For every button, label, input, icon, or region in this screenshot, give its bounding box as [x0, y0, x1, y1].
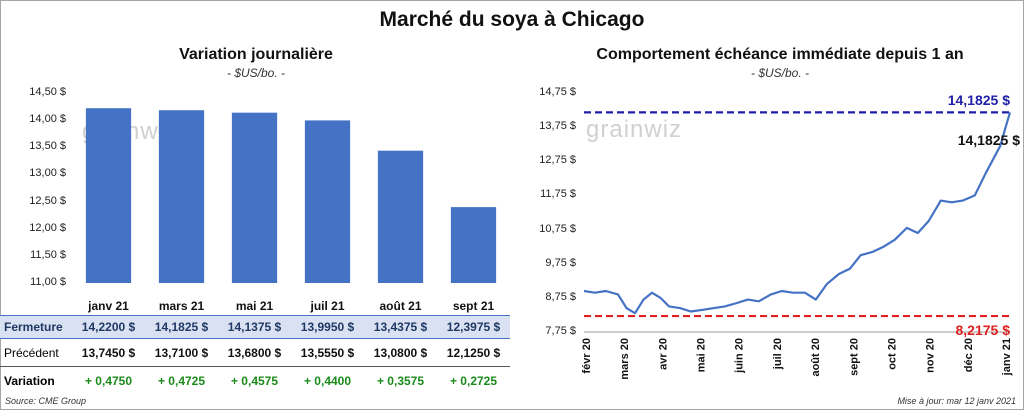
bar-janv-21	[85, 108, 132, 283]
y-tick-label: 8,75 $	[545, 290, 576, 303]
table-cell-close: 13,4375 $	[373, 320, 428, 334]
left-chart-subtitle: - $US/bo. -	[226, 66, 286, 80]
bar-mai-21	[231, 112, 278, 283]
y-tick-label: 13,75 $	[539, 120, 576, 133]
x-tick-label: oct 20	[886, 338, 898, 370]
table-cell-var: + 0,4575	[230, 374, 279, 388]
right-watermark: grainwiz	[586, 116, 683, 143]
table-cell-close: 14,2200 $	[81, 320, 136, 334]
x-category-label: sept 21	[453, 299, 495, 313]
y-tick-label: 14,75 $	[539, 86, 576, 98]
row-label-variation: Variation	[4, 374, 55, 388]
x-tick-label: juin 20	[734, 338, 746, 374]
left-chart-title: Variation journalière	[179, 46, 333, 63]
y-tick-label: 13,50 $	[29, 140, 66, 153]
right-chart-title: Comportement échéance immédiate depuis 1…	[596, 46, 964, 63]
bar-sept-21	[450, 207, 497, 283]
low-price-label: 8,2175 $	[955, 322, 1011, 338]
x-category-label: juil 21	[309, 299, 344, 313]
source-note: Source: CME Group	[5, 396, 87, 406]
x-category-label: mai 21	[236, 299, 274, 313]
update-note: Mise à jour: mar 12 janv 2021	[897, 396, 1016, 406]
x-category-label: août 21	[379, 299, 421, 313]
bar-mars-21	[158, 110, 205, 283]
table-cell-var: + 0,4750	[84, 374, 133, 388]
table-cell-close: 12,3975 $	[446, 320, 501, 334]
bar-juil-21	[304, 120, 351, 284]
y-tick-label: 11,50 $	[30, 248, 66, 261]
x-tick-label: déc 20	[963, 338, 975, 372]
table-cell-prev: 13,7450 $	[81, 346, 136, 360]
y-tick-label: 9,75 $	[545, 256, 576, 269]
y-tick-label: 11,75 $	[540, 188, 576, 201]
x-tick-label: mai 20	[696, 338, 708, 372]
y-tick-label: 12,00 $	[29, 221, 66, 234]
row-label-fermeture: Fermeture	[4, 320, 63, 334]
page-title: Marché du soya à Chicago	[379, 8, 645, 31]
table-cell-prev: 13,5550 $	[300, 346, 355, 360]
x-category-label: janv 21	[87, 299, 129, 313]
x-tick-label: sept 20	[848, 338, 860, 376]
table-cell-close: 13,9950 $	[300, 320, 355, 334]
table-cell-prev: 13,7100 $	[154, 346, 209, 360]
table-divider	[0, 366, 510, 367]
x-tick-label: nov 20	[925, 338, 937, 373]
y-tick-label: 14,50 $	[29, 86, 66, 98]
x-tick-label: juil 20	[772, 338, 784, 370]
table-cell-var: + 0,4725	[157, 374, 206, 388]
table-cell-close: 14,1825 $	[154, 320, 209, 334]
y-tick-label: 14,00 $	[29, 113, 66, 126]
table-cell-close: 14,1375 $	[227, 320, 282, 334]
x-tick-label: mars 20	[619, 338, 631, 380]
y-tick-label: 12,75 $	[539, 154, 576, 167]
last-price-label: 14,1825 $	[957, 132, 1020, 148]
x-tick-label: avr 20	[657, 338, 669, 370]
y-tick-label: 11,00 $	[30, 276, 66, 288]
right-chart-subtitle: - $US/bo. -	[750, 66, 810, 80]
table-row-variation: Variation + 0,4750 + 0,4725 + 0,4575 + 0,44…	[0, 370, 510, 392]
x-tick-label: févr 20	[581, 338, 593, 373]
table-cell-var: + 0,4400	[303, 374, 352, 388]
y-tick-label: 7,75 $	[545, 325, 576, 337]
table-cell-prev: 13,6800 $	[227, 346, 282, 360]
bar-août-21	[377, 150, 424, 283]
y-tick-label: 13,00 $	[29, 167, 66, 180]
table-cell-prev: 13,0800 $	[373, 346, 428, 360]
row-label-precedent: Précédent	[4, 346, 59, 360]
y-tick-label: 10,75 $	[539, 222, 576, 235]
table-cell-var: + 0,3575	[376, 374, 425, 388]
x-tick-label: août 20	[810, 338, 822, 377]
table-row-fermeture: Fermeture 14,2200 $ 14,1825 $ 14,1375 $ 13,…	[0, 315, 510, 339]
y-tick-label: 12,50 $	[29, 194, 66, 207]
table-row-precedent: Précédent 13,7450 $ 13,7100 $ 13,6800 $ 13,…	[0, 342, 510, 364]
table-cell-var: + 0,2725	[449, 374, 498, 388]
table-cell-prev: 12,1250 $	[446, 346, 501, 360]
x-tick-label: janv 21	[1001, 338, 1013, 376]
high-price-label: 14,1825 $	[947, 92, 1010, 108]
price-series-line	[583, 112, 1012, 315]
x-category-label: mars 21	[159, 299, 205, 313]
